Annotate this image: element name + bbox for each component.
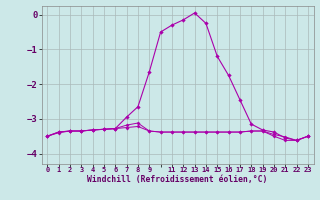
X-axis label: Windchill (Refroidissement éolien,°C): Windchill (Refroidissement éolien,°C) [87, 175, 268, 184]
